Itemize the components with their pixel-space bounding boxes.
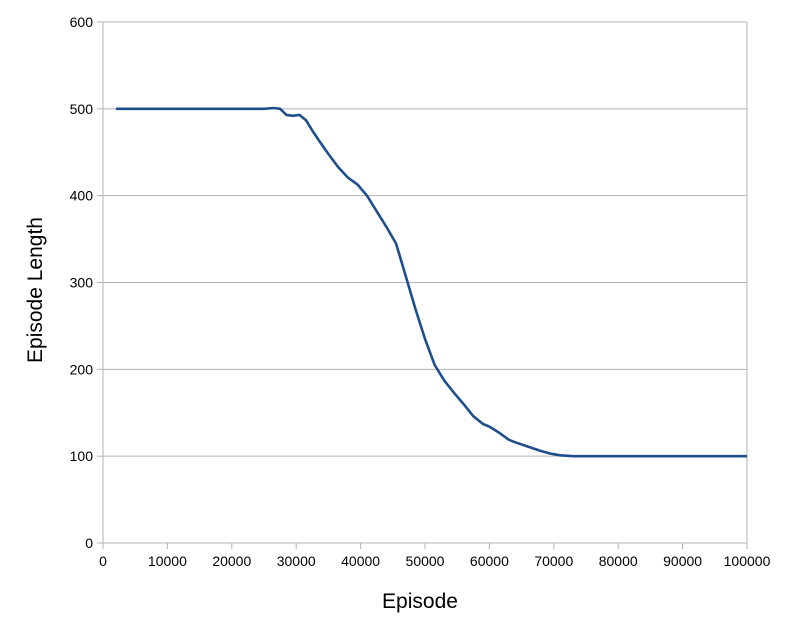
x-tick-label: 20000 [212, 553, 251, 569]
x-tick-labels: 0 10000 20000 30000 40000 50000 60000 70000 8000… [99, 553, 770, 569]
y-tick-labels: 0 100 200 300 400 500 600 [70, 14, 94, 551]
y-tick-label: 100 [70, 448, 94, 464]
x-tick-label: 90000 [663, 553, 702, 569]
x-tick-label: 60000 [470, 553, 509, 569]
gridlines [103, 21, 747, 457]
x-tick-label: 50000 [406, 553, 445, 569]
x-tick-label: 40000 [341, 553, 380, 569]
series-layer [115, 106, 747, 458]
x-axis-label: Episode [382, 590, 458, 613]
x-tick-label: 10000 [148, 553, 187, 569]
y-tick-label: 500 [70, 101, 94, 117]
y-tick-label: 400 [70, 188, 94, 204]
y-tick-label: 0 [85, 535, 93, 551]
x-tick-label: 100000 [724, 553, 771, 569]
y-tick-label: 300 [70, 275, 94, 291]
axes [97, 21, 748, 549]
x-tick-label: 80000 [599, 553, 638, 569]
y-tick-label: 200 [70, 361, 94, 377]
x-tick-label: 0 [99, 553, 107, 569]
y-tick-label: 600 [70, 14, 94, 30]
series-line-0 [115, 106, 747, 458]
x-tick-label: 30000 [277, 553, 316, 569]
x-tick-label: 70000 [534, 553, 573, 569]
y-axis-label: Episode Length [24, 217, 47, 363]
